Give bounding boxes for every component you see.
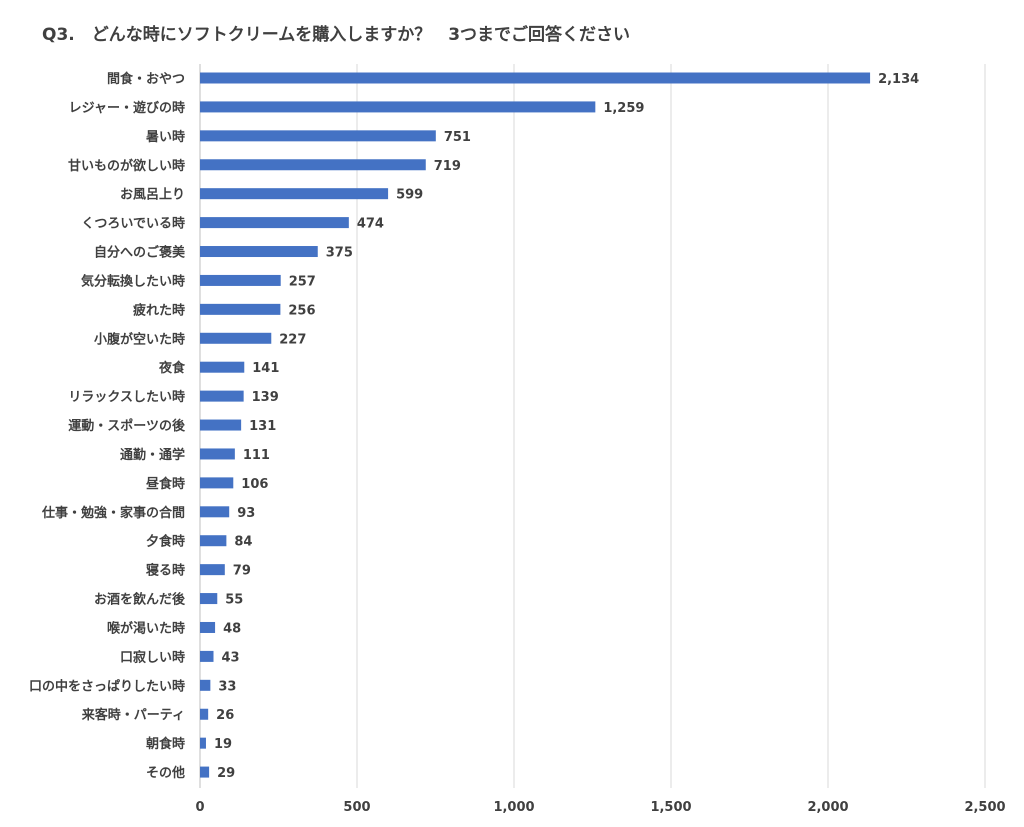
value-label: 599 [396, 188, 423, 203]
bar [200, 217, 349, 229]
category-label: 通勤・通学 [120, 447, 185, 463]
bar [200, 274, 281, 286]
category-label: レジャー・遊びの時 [69, 100, 185, 116]
value-label: 48 [223, 621, 241, 636]
bar [200, 188, 389, 200]
category-label: くつろいでいる時 [81, 216, 185, 232]
value-label: 29 [217, 766, 235, 781]
category-label: お風呂上り [120, 188, 185, 203]
category-label: 運動・スポーツの後 [68, 418, 186, 434]
bar [200, 303, 281, 315]
category-label: 気分転換したい時 [81, 273, 185, 289]
category-label: 仕事・勉強・家事の合間 [41, 505, 185, 521]
bar [200, 361, 245, 373]
value-label: 751 [444, 130, 471, 145]
category-label: その他 [146, 765, 185, 781]
category-label: 暑い時 [145, 129, 185, 145]
value-label: 375 [326, 246, 353, 261]
bar [200, 332, 272, 344]
value-label: 256 [288, 303, 315, 318]
chart-title: Q3. どんな時にソフトクリームを購入しますか？ 3つまでご回答ください [42, 25, 631, 45]
value-label: 227 [279, 332, 306, 347]
value-label: 1,259 [603, 101, 644, 116]
x-tick-label: 1,000 [493, 800, 534, 815]
category-label: 甘いものが欲しい時 [68, 158, 185, 174]
value-label: 26 [216, 708, 234, 723]
value-label: 111 [243, 448, 270, 463]
bar [200, 477, 234, 489]
bar [200, 130, 436, 142]
value-label: 474 [357, 217, 384, 232]
value-label: 84 [234, 535, 252, 550]
bar [200, 448, 235, 460]
category-label: 夜食 [158, 360, 186, 376]
category-label: お酒を飲んだ後 [94, 592, 186, 608]
bar [200, 390, 244, 402]
value-label: 79 [233, 564, 251, 579]
x-tick-label: 2,500 [964, 800, 1005, 815]
category-label: 昼食時 [146, 476, 185, 492]
bar [200, 593, 218, 605]
category-label: 喉が渇いた時 [107, 620, 185, 636]
value-label: 55 [225, 593, 243, 608]
value-label: 33 [218, 679, 236, 694]
bar [200, 650, 214, 662]
value-label: 19 [214, 737, 232, 752]
value-label: 106 [241, 477, 268, 492]
value-label: 141 [252, 361, 279, 376]
bar [200, 419, 242, 431]
value-label: 257 [289, 274, 316, 289]
bar [200, 621, 216, 633]
x-tick-label: 500 [343, 800, 370, 815]
x-axis-ticks: 0 500 1,000 1,500 2,000 2,500 [195, 800, 1005, 815]
bar [200, 246, 318, 258]
value-label: 2,134 [878, 72, 919, 87]
bar [200, 679, 211, 691]
category-label: 寝る時 [146, 563, 185, 579]
value-label: 93 [237, 506, 255, 521]
bar [200, 535, 227, 547]
x-tick-label: 0 [195, 800, 204, 815]
category-labels: 間食・おやつレジャー・遊びの時暑い時甘いものが欲しい時お風呂上りくつろいでいる時… [29, 71, 186, 781]
value-label: 131 [249, 419, 276, 434]
bar [200, 72, 871, 84]
category-label: 疲れた時 [133, 302, 185, 318]
value-label: 139 [252, 390, 279, 405]
category-label: リラックスしたい時 [68, 389, 185, 405]
bar [200, 101, 596, 113]
category-label: 朝食時 [146, 736, 185, 752]
category-label: 自分へのご褒美 [94, 245, 186, 261]
category-label: 口寂しい時 [120, 649, 185, 665]
bars [200, 72, 871, 778]
gridlines [199, 64, 986, 788]
category-label: 来客時・パーティ [81, 707, 185, 723]
category-label: 口の中をさっぱりしたい時 [29, 678, 185, 694]
x-tick-label: 1,500 [650, 800, 691, 815]
bar [200, 737, 206, 749]
value-label: 43 [222, 650, 240, 665]
bar [200, 766, 210, 778]
x-tick-label: 2,000 [807, 800, 848, 815]
category-label: 間食・おやつ [107, 71, 185, 87]
category-label: 夕食時 [146, 534, 185, 550]
value-label: 719 [434, 159, 461, 174]
bar [200, 564, 225, 576]
category-label: 小腹が空いた時 [94, 331, 185, 347]
bar [200, 159, 426, 171]
bar [200, 708, 209, 720]
bar [200, 506, 230, 518]
